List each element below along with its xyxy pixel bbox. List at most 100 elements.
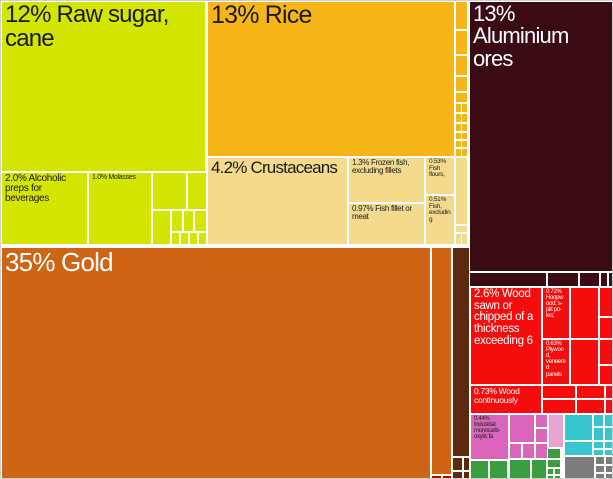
cell-crustaceans: 4.2% Crustaceans xyxy=(208,158,347,244)
cell-label: 1.3% Frozen fish, excluding fillets xyxy=(352,158,410,176)
treemap-cell xyxy=(153,173,186,209)
treemap-cell xyxy=(548,476,553,478)
cell-label: 0.63% Plywood, veneered panels xyxy=(546,341,566,378)
cell-rice: 13% Rice xyxy=(208,2,454,156)
treemap-cell xyxy=(510,460,530,478)
cell-fish-excluding: 0.51% Fish, excluding xyxy=(426,196,454,244)
treemap-cell xyxy=(600,340,612,364)
treemap-cell xyxy=(456,124,461,131)
treemap-cell xyxy=(565,415,592,440)
cell-label: 35% Gold xyxy=(5,248,114,277)
treemap-cell xyxy=(462,124,467,131)
treemap-cell xyxy=(443,476,451,478)
cell-frozen-fish: 1.3% Frozen fish, excluding fillets xyxy=(349,158,424,202)
treemap-cell xyxy=(605,442,612,448)
cell-label: 12% Raw sugar, cane xyxy=(5,2,169,53)
treemap-cell xyxy=(453,248,469,456)
treemap-cell xyxy=(600,288,612,316)
treemap-cell xyxy=(549,415,563,447)
treemap-cell xyxy=(577,386,604,398)
treemap-cell xyxy=(456,56,467,75)
treemap-cell xyxy=(594,428,603,440)
cell-aluminium-ores: 13% Aluminium ores xyxy=(470,2,612,271)
treemap-cell xyxy=(195,211,206,231)
treemap-cell xyxy=(594,415,603,426)
cell-wood-continuously: 0.73% Wood continuously xyxy=(471,386,541,413)
cell-alcoholic-preps: 2.0% Alcoholic preps for beverages xyxy=(2,173,87,244)
cell-label: 2.0% Alcoholic preps for beverages xyxy=(5,173,66,205)
cell-label: 0.72% Hoopwood; s- plit po- les; xyxy=(546,289,564,320)
cell-fish-flours: 0.53% Fish flours, xyxy=(426,158,454,194)
treemap-cell xyxy=(453,472,462,478)
treemap-cell xyxy=(605,428,612,440)
treemap-cell xyxy=(532,460,546,478)
treemap-cell xyxy=(606,474,612,478)
treemap-cell xyxy=(596,474,604,478)
cell-label: 2.6% Wood sawn or chipped of a thickness… xyxy=(474,288,534,347)
treemap-cell xyxy=(456,149,461,156)
treemap-cell xyxy=(462,141,467,147)
cell-label: 13% Rice xyxy=(211,2,312,29)
cell-fish-fillet: 0.97% Fish fillet or meat xyxy=(349,204,424,244)
treemap-cell xyxy=(596,466,604,472)
treemap-cell xyxy=(577,400,604,413)
treemap-cell xyxy=(543,386,575,398)
cell-hoopwood: 0.72% Hoopwood; s- plit po- les; xyxy=(543,288,569,338)
treemap-cell xyxy=(543,400,575,413)
treemap-cell xyxy=(462,234,467,244)
treemap-cell xyxy=(536,444,547,458)
treemap-cell xyxy=(536,415,547,427)
treemap-cell xyxy=(456,77,467,91)
treemap-cell xyxy=(462,133,467,139)
cell-label: 13% Aluminium ores xyxy=(473,2,569,71)
treemap-cell xyxy=(172,233,179,244)
treemap-cell xyxy=(464,458,469,470)
treemap-cell xyxy=(606,386,612,398)
treemap-cell xyxy=(453,458,462,470)
treemap-cell xyxy=(462,114,467,122)
treemap-cell xyxy=(456,114,461,122)
treemap-cell xyxy=(172,211,182,231)
treemap-cell xyxy=(432,476,441,478)
treemap-cell xyxy=(606,466,612,472)
treemap-cell xyxy=(605,415,612,426)
treemap-cell xyxy=(456,234,461,244)
treemap-cell xyxy=(153,211,170,244)
treemap-cell xyxy=(594,450,603,455)
cell-label: 0.44% Industrial monocarb- oxylic fa xyxy=(474,416,500,441)
cell-industrial-monocarboxylic: 0.44% Industrial monocarb- oxylic fa xyxy=(471,415,508,459)
treemap-cell xyxy=(462,149,467,156)
treemap-cell xyxy=(606,457,612,464)
treemap-cell xyxy=(548,469,553,474)
treemap-cell xyxy=(184,211,193,231)
treemap-cell xyxy=(565,442,592,455)
treemap-cell xyxy=(594,442,603,448)
treemap-cell xyxy=(490,461,507,478)
treemap-cell xyxy=(456,158,467,224)
treemap-cell xyxy=(456,2,467,29)
cell-label: 0.51% Fish, excluding xyxy=(429,196,451,223)
treemap-cell xyxy=(456,133,461,139)
treemap-cell xyxy=(580,273,599,286)
treemap-cell xyxy=(565,457,594,478)
treemap-cell xyxy=(470,273,546,286)
cell-raw-sugar-cane: 12% Raw sugar, cane xyxy=(2,2,205,171)
treemap-cell xyxy=(190,233,197,244)
treemap-cell xyxy=(571,288,598,338)
treemap-cell xyxy=(548,273,578,286)
treemap-cell xyxy=(510,444,521,458)
cell-label: 0.53% Fish flours, xyxy=(429,158,446,179)
treemap-cell xyxy=(571,340,598,384)
treemap-cell xyxy=(464,472,469,478)
cell-label: 0.97% Fish fillet or meat xyxy=(352,204,412,222)
treemap-cell xyxy=(456,31,467,54)
treemap-cell xyxy=(181,233,188,244)
treemap-cell xyxy=(605,450,612,455)
treemap-cell xyxy=(536,429,547,442)
treemap-cell xyxy=(548,449,560,458)
treemap-cell xyxy=(606,400,612,413)
treemap-cell xyxy=(601,273,607,286)
treemap-cell xyxy=(456,104,461,112)
treemap-cell xyxy=(456,93,467,102)
